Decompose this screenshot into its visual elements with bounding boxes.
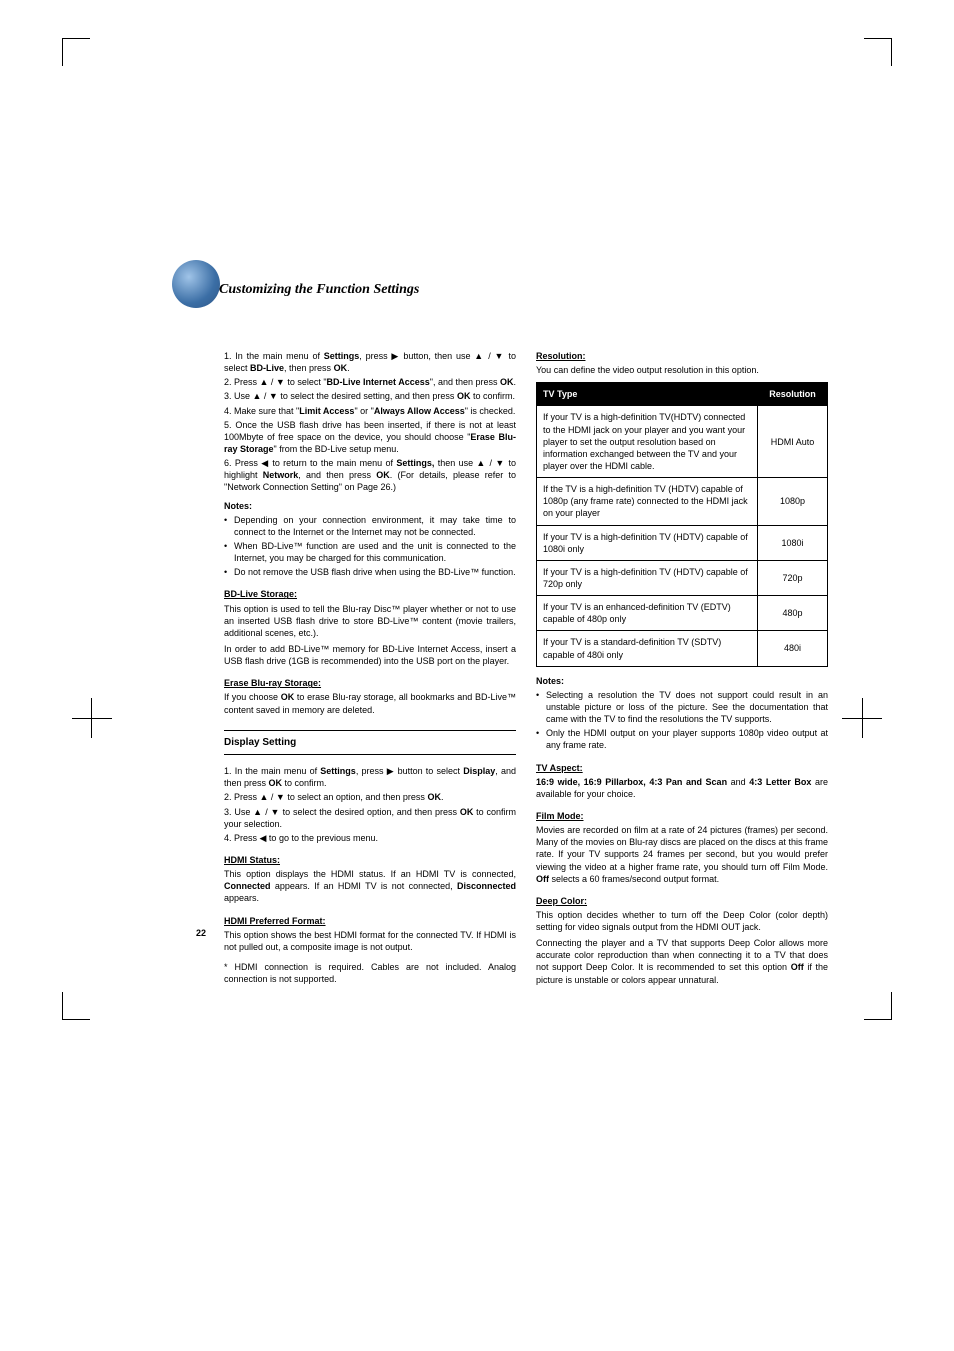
table-cell: 1080i (758, 525, 828, 560)
body-text: 16:9 wide, 16:9 Pillarbox, 4:3 Pan and S… (536, 776, 828, 800)
display-setting-heading: Display Setting (224, 730, 516, 756)
crop-mark (864, 38, 892, 66)
table-row: If your TV is a standard-definition TV (… (537, 631, 828, 666)
table-cell: 480p (758, 596, 828, 631)
hdmi-status-heading: HDMI Status: (224, 854, 516, 866)
step-item: 3. Use ▲ / ▼ to select the desired setti… (224, 390, 516, 402)
table-header: Resolution (758, 383, 828, 406)
step-item: 5. Once the USB flash drive has been ins… (224, 419, 516, 455)
body-text: This option shows the best HDMI format f… (224, 929, 516, 953)
step-item: 4. Press ◀ to go to the previous menu. (224, 832, 516, 844)
table-cell: HDMI Auto (758, 406, 828, 478)
step-item: 1. In the main menu of Settings, press ▶… (224, 350, 516, 374)
notes-list: Depending on your connection environment… (224, 514, 516, 579)
body-text: * HDMI connection is required. Cables ar… (224, 961, 516, 985)
tv-aspect-heading: TV Aspect: (536, 762, 828, 774)
display-steps: 1. In the main menu of Settings, press ▶… (224, 765, 516, 844)
table-row: If the TV is a high-definition TV (HDTV)… (537, 478, 828, 525)
content: 1. In the main menu of Settings, press ▶… (0, 38, 954, 1020)
body-text: Movies are recorded on film at a rate of… (536, 824, 828, 885)
bdlive-storage-heading: BD-Live Storage: (224, 588, 516, 600)
body-text: In order to add BD-Live™ memory for BD-L… (224, 643, 516, 667)
body-text: You can define the video output resoluti… (536, 364, 828, 376)
body-text: If you choose OK to erase Blu-ray storag… (224, 691, 516, 715)
deep-color-heading: Deep Color: (536, 895, 828, 907)
crop-mark (62, 992, 90, 1020)
hdmi-preferred-heading: HDMI Preferred Format: (224, 915, 516, 927)
step-item: 2. Press ▲ / ▼ to select "BD-Live Intern… (224, 376, 516, 388)
step-item: 6. Press ◀ to return to the main menu of… (224, 457, 516, 493)
body-text: This option decides whether to turn off … (536, 909, 828, 933)
crop-mark (62, 38, 90, 66)
notes-heading: Notes: (536, 675, 828, 687)
step-item: 2. Press ▲ / ▼ to select an option, and … (224, 791, 516, 803)
table-cell: 720p (758, 560, 828, 595)
table-cell: If your TV is a high-definition TV(HDTV)… (537, 406, 758, 478)
right-column: Resolution: You can define the video out… (536, 350, 828, 990)
notes-heading: Notes: (224, 500, 516, 512)
table-row: If your TV is a high-definition TV(HDTV)… (537, 406, 828, 478)
page-title: Customizing the Function Settings (219, 282, 419, 298)
table-row: If your TV is a high-definition TV (HDTV… (537, 525, 828, 560)
step-item: 1. In the main menu of Settings, press ▶… (224, 765, 516, 789)
bdlive-steps: 1. In the main menu of Settings, press ▶… (224, 350, 516, 494)
step-item: 4. Make sure that "Limit Access" or "Alw… (224, 405, 516, 417)
note-item: Depending on your connection environment… (224, 514, 516, 538)
table-row: If your TV is an enhanced-definition TV … (537, 596, 828, 631)
note-item: When BD-Live™ function are used and the … (224, 540, 516, 564)
table-cell: If your TV is an enhanced-definition TV … (537, 596, 758, 631)
film-mode-heading: Film Mode: (536, 810, 828, 822)
table-cell: If your TV is a high-definition TV (HDTV… (537, 525, 758, 560)
table-header: TV Type (537, 383, 758, 406)
page-number: 22 (196, 928, 206, 938)
body-text: Connecting the player and a TV that supp… (536, 937, 828, 986)
step-item: 3. Use ▲ / ▼ to select the desired optio… (224, 806, 516, 830)
crop-mark (864, 992, 892, 1020)
alignment-mark (72, 718, 112, 719)
alignment-mark (842, 718, 882, 719)
note-item: Do not remove the USB flash drive when u… (224, 566, 516, 578)
note-item: Selecting a resolution the TV does not s… (536, 689, 828, 725)
body-text: This option displays the HDMI status. If… (224, 868, 516, 904)
chapter-tab-icon (172, 260, 220, 308)
note-item: Only the HDMI output on your player supp… (536, 727, 828, 751)
table-cell: 1080p (758, 478, 828, 525)
notes-list: Selecting a resolution the TV does not s… (536, 689, 828, 752)
table-cell: If your TV is a standard-definition TV (… (537, 631, 758, 666)
table-cell: 480i (758, 631, 828, 666)
resolution-heading: Resolution: (536, 350, 828, 362)
table-cell: If the TV is a high-definition TV (HDTV)… (537, 478, 758, 525)
table-cell: If your TV is a high-definition TV (HDTV… (537, 560, 758, 595)
erase-storage-heading: Erase Blu-ray Storage: (224, 677, 516, 689)
left-column: 1. In the main menu of Settings, press ▶… (224, 350, 516, 990)
body-text: This option is used to tell the Blu-ray … (224, 603, 516, 639)
resolution-table: TV Type Resolution If your TV is a high-… (536, 382, 828, 666)
table-row: If your TV is a high-definition TV (HDTV… (537, 560, 828, 595)
